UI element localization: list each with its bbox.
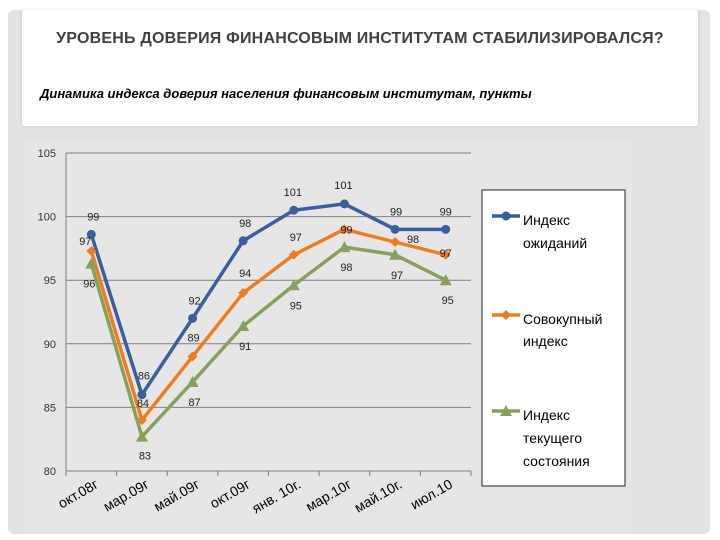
slide-title: УРОВЕНЬ ДОВЕРИЯ ФИНАНСОВЫМ ИНСТИТУТАМ СТ… — [56, 30, 664, 47]
data-point — [137, 390, 147, 400]
legend-marker — [501, 310, 511, 320]
series-line — [89, 245, 447, 439]
legend-label: Совокупный — [523, 311, 602, 327]
data-point — [441, 224, 451, 234]
data-point — [390, 237, 401, 248]
data-label: 95 — [442, 295, 454, 307]
data-label: 97 — [79, 236, 91, 248]
series-line — [89, 202, 446, 397]
y-tick-label: 80 — [44, 466, 56, 478]
title-panel: УРОВЕНЬ ДОВЕРИЯ ФИНАНСОВЫМ ИНСТИТУТАМ СТ… — [22, 10, 698, 126]
data-label: 99 — [440, 206, 452, 218]
series-line — [89, 227, 447, 422]
series-2: 97 84 89 94 97 99 98 97 — [79, 224, 452, 426]
legend: Индекс ожиданий Совокупный индекс Индекс теку… — [492, 211, 602, 469]
data-label: 98 — [407, 234, 419, 246]
data-point — [188, 313, 198, 323]
data-point — [389, 248, 402, 260]
data-label: 99 — [87, 211, 99, 223]
data-point — [288, 249, 299, 260]
data-label: 95 — [290, 300, 302, 312]
data-label: 92 — [188, 295, 200, 307]
y-tick-label: 105 — [38, 148, 56, 160]
y-tick-label: 95 — [44, 275, 56, 287]
data-point — [135, 430, 148, 442]
data-label: 97 — [440, 248, 452, 260]
legend-label: Индекс — [523, 407, 570, 423]
data-point — [440, 249, 451, 260]
legend-box — [481, 189, 626, 487]
legend-label: текущего — [523, 430, 582, 446]
series-1: 99 86 92 98 101 101 99 99 — [86, 180, 452, 400]
y-tick-label: 100 — [38, 212, 56, 224]
legend-item-1: Индекс ожиданий — [492, 211, 587, 251]
data-point — [186, 375, 199, 387]
data-label: 98 — [340, 262, 352, 274]
data-point — [339, 224, 350, 235]
y-tick-label: 85 — [44, 402, 56, 414]
data-point — [339, 199, 349, 209]
data-label: 97 — [290, 232, 302, 244]
data-point — [289, 205, 299, 215]
data-label: 96 — [83, 279, 95, 291]
legend-label: состояния — [523, 453, 590, 469]
data-point — [86, 229, 96, 239]
legend-marker — [500, 405, 512, 416]
data-label: 89 — [187, 333, 199, 345]
data-point — [238, 236, 248, 246]
data-label: 87 — [188, 397, 200, 409]
data-label: 84 — [137, 398, 149, 410]
data-label: 101 — [284, 187, 302, 199]
data-label: 98 — [239, 218, 251, 230]
data-point — [287, 279, 300, 291]
data-label: 94 — [239, 268, 251, 280]
data-point — [338, 241, 351, 253]
legend-label: Индекс — [523, 212, 570, 228]
data-point — [238, 287, 249, 298]
legend-label: индекс — [523, 333, 568, 349]
data-point — [237, 319, 250, 331]
data-label: 83 — [139, 451, 151, 463]
legend-marker — [501, 211, 511, 221]
data-point — [390, 224, 400, 234]
data-label: 91 — [239, 341, 251, 353]
y-tick-label: 90 — [44, 339, 56, 351]
series-group: 99 86 92 98 101 101 99 99 97 84 89 94 97 99 98 97 96 83 87… — [79, 180, 454, 463]
series-3: 96 83 87 91 95 98 97 95 — [83, 241, 454, 463]
data-label: 97 — [391, 270, 403, 282]
data-point — [85, 257, 98, 269]
legend-label: ожиданий — [523, 235, 587, 251]
legend-item-3: Индекс текущего состояния — [492, 405, 590, 469]
legend-item-2: Совокупный индекс — [492, 310, 602, 349]
data-label: 101 — [334, 180, 352, 192]
data-point — [439, 274, 452, 286]
y-axis-ticks: 80 85 90 95 100 105 — [38, 148, 56, 478]
data-label: 99 — [340, 224, 352, 236]
chart-subtitle: Динамика индекса доверия населения финан… — [40, 86, 532, 101]
data-point — [187, 351, 198, 362]
data-label: 99 — [390, 206, 402, 218]
data-label: 86 — [138, 371, 150, 383]
data-point — [86, 245, 97, 256]
